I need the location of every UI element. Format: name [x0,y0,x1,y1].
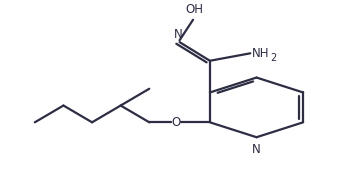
Text: NH: NH [252,47,269,60]
Text: 2: 2 [270,53,277,63]
Text: N: N [173,28,182,41]
Text: O: O [172,116,181,129]
Text: N: N [252,143,261,156]
Text: OH: OH [186,3,204,16]
